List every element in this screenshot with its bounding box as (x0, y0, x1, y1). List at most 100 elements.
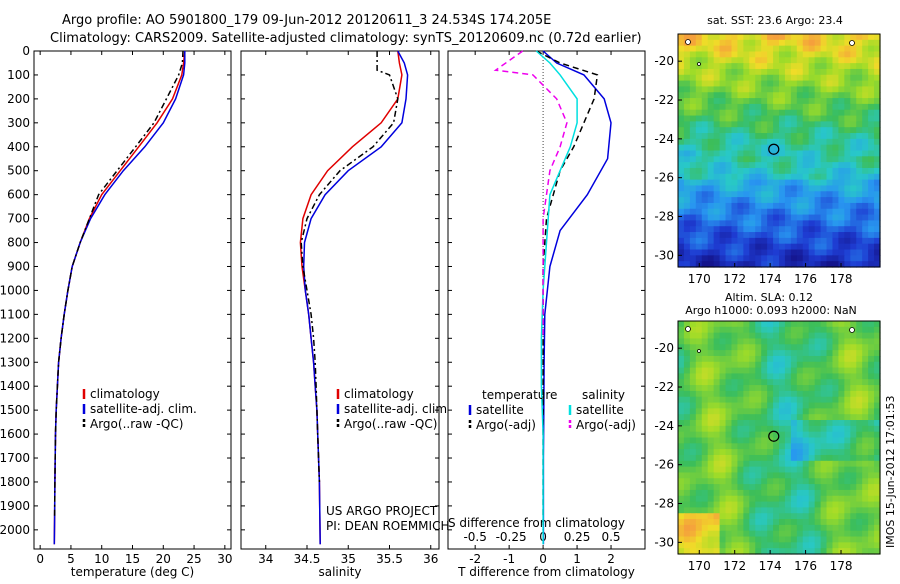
sla-map-cell (725, 425, 733, 433)
sst-map-cell (713, 202, 721, 210)
sla-map-cell (743, 495, 750, 503)
sst-map-cell (862, 208, 869, 216)
sst-map-cell (779, 237, 786, 245)
sla-map-cell (808, 408, 816, 415)
sla-map-cell (838, 408, 845, 415)
sst-map-cell (844, 68, 851, 76)
sla-map-cell (713, 472, 721, 479)
sst-map-cell (862, 74, 869, 82)
sla-map-cell (761, 466, 768, 474)
sst-map-cell (874, 167, 881, 175)
sst-map-cell (767, 68, 774, 76)
sla-map-cell (862, 437, 869, 444)
sst-map-cell (719, 197, 727, 204)
sla-map-cell (790, 495, 798, 503)
sst-map-cell (790, 167, 798, 175)
sst-map-cell (731, 127, 739, 134)
sst-map-ytick-label: -26 (654, 171, 674, 185)
sst-map-cell (862, 51, 869, 58)
sst-map-cell (850, 191, 857, 198)
sla-map-cell (731, 484, 739, 491)
sst-map-cell (707, 57, 715, 64)
sla-map-cell (701, 466, 709, 474)
sla-map-cell (850, 536, 857, 543)
sst-map-cell (755, 133, 762, 140)
sla-map-cell (874, 402, 881, 409)
sla-map-cell (719, 536, 727, 543)
sla-map-cell (868, 484, 875, 491)
sst-map-cell (773, 208, 780, 216)
sla-map-cell (826, 437, 834, 444)
sla-map-cell (725, 478, 733, 485)
sla-map-cell (826, 501, 834, 508)
sla-map-cell (701, 326, 709, 334)
sla-map-cell (850, 373, 857, 380)
sst-map-cell (862, 156, 869, 163)
sst-map-cell (832, 243, 840, 251)
sla-map-cell (749, 478, 756, 485)
sla-map-cell (838, 530, 845, 538)
sla-map-cell (773, 402, 780, 409)
sst-map-cell (868, 109, 875, 117)
sla-map-cell (796, 530, 804, 538)
sla-map-cell (743, 449, 750, 456)
sst-map-cell (790, 243, 798, 251)
sst-map-cell (796, 243, 804, 251)
sst-map-cell (689, 115, 697, 122)
sla-map-cell (701, 449, 709, 456)
sst-map-cell (719, 138, 727, 146)
sst-map-cell (850, 255, 857, 262)
sst-map-cell (874, 86, 881, 93)
sla-map-cell (773, 321, 780, 328)
sst-map-cell (755, 214, 762, 221)
sla-map-cell (749, 332, 756, 340)
sla-map-cell (802, 361, 810, 369)
sst-map-cell (802, 86, 810, 93)
sla-map-cell (850, 385, 857, 392)
sst-map-cell (761, 39, 768, 47)
sla-map-cell (790, 390, 798, 398)
sla-map-cell (683, 350, 691, 357)
sst-map-cell (814, 255, 822, 262)
sla-map-cell (719, 425, 727, 433)
sla-map-cell (814, 519, 822, 526)
sla-map-cell (808, 478, 816, 485)
sla-map-cell (725, 460, 733, 468)
sst-map-cell (802, 57, 810, 64)
sla-map-cell (725, 443, 733, 450)
sst-map-cell (719, 80, 727, 88)
depth-tick-label: 1500 (0, 403, 30, 417)
sla-map-cell (802, 326, 810, 334)
sla-map-cell (749, 495, 756, 503)
sla-map-cell (850, 402, 857, 409)
sst-map-cell (856, 51, 863, 58)
sst-map-cell (838, 68, 845, 76)
sst-map-cell (850, 68, 857, 76)
sla-map-cell (790, 350, 798, 357)
sst-map-cell (838, 191, 845, 198)
sla-map-cell (719, 519, 727, 526)
sst-map-cell (808, 51, 816, 58)
sla-map-cell (808, 548, 816, 555)
sst-map-cell (820, 255, 828, 262)
sla-map-cell (689, 466, 697, 474)
sla-map-cell (749, 437, 756, 444)
sla-map-cell (755, 542, 762, 549)
sst-map-cell (701, 243, 709, 251)
sst-map-cell (731, 51, 739, 58)
sla-map-cell (808, 466, 816, 474)
sla-map-cell (808, 449, 816, 456)
sla-map-cell (678, 332, 685, 340)
sla-map-cell (731, 460, 739, 468)
sla-map-cell (737, 460, 744, 468)
sla-map-cell (713, 460, 721, 468)
sst-map-cell (695, 255, 703, 262)
sst-map-cell (701, 249, 709, 256)
sst-map-cell (683, 232, 691, 239)
sla-map-cell (874, 379, 881, 386)
sla-map-cell (802, 513, 810, 520)
sla-map-cell (850, 513, 857, 520)
salinity-diff-tick-label: -0.5 (463, 530, 486, 544)
sla-map-cell (796, 321, 804, 328)
sla-map-cell (790, 437, 798, 444)
